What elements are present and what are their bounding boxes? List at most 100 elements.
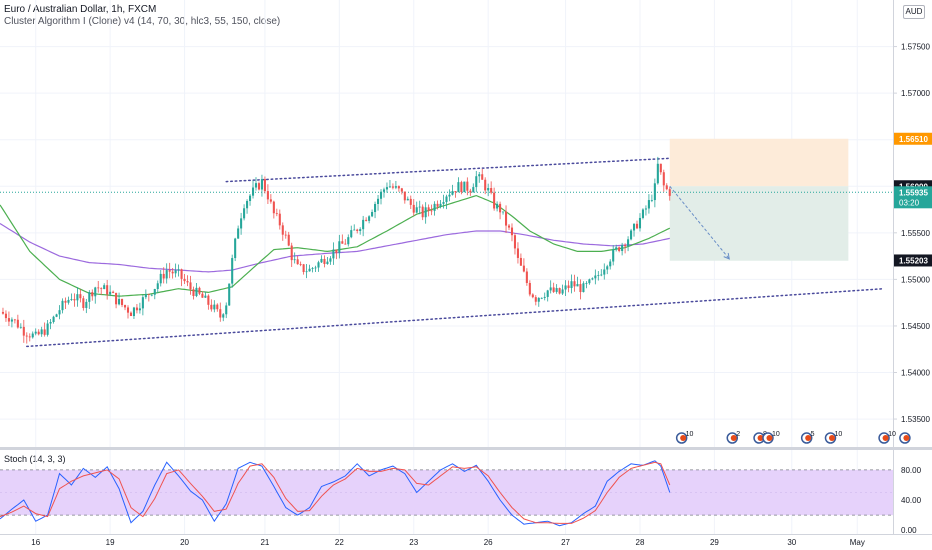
candle-body [609, 261, 612, 267]
candle [400, 187, 403, 195]
projection-arrow-line [669, 185, 730, 260]
candle [210, 299, 213, 312]
candle [31, 331, 34, 339]
candle [579, 279, 582, 300]
candle [311, 266, 314, 273]
candle-body [311, 268, 314, 269]
candle-body [219, 309, 222, 318]
candle [168, 262, 171, 279]
candle [243, 204, 246, 221]
candle [94, 286, 97, 304]
candle-body [522, 265, 525, 272]
stoch-tick-label: 0.00 [901, 526, 917, 535]
candle-body [433, 203, 436, 211]
candle-body [385, 187, 389, 190]
candle [457, 177, 460, 193]
candle [597, 271, 600, 281]
candle [627, 236, 630, 252]
candle-body [612, 249, 615, 262]
candle [365, 217, 368, 222]
currency-button[interactable]: AUD [903, 5, 925, 19]
candle-body [100, 288, 103, 290]
candle-body [94, 287, 97, 297]
price-tick-label: 1.57000 [901, 89, 930, 98]
candle [16, 314, 19, 329]
candle-body [650, 200, 653, 201]
candle [257, 181, 261, 191]
candle [91, 289, 94, 301]
candle-body [653, 183, 656, 201]
stoch-tick-label: 80.00 [901, 466, 922, 475]
candle-body [46, 323, 49, 335]
event-marker[interactable] [899, 432, 911, 444]
candle-body [254, 183, 258, 188]
candle-body [371, 211, 374, 217]
candle [159, 269, 162, 287]
candle-body [507, 225, 511, 228]
event-marker[interactable]: 2 [726, 431, 740, 444]
candle-body [528, 282, 531, 295]
candle [644, 205, 647, 216]
candle-body [457, 182, 460, 193]
candle-body [243, 208, 246, 219]
candle [368, 215, 371, 224]
candle-body [418, 206, 421, 208]
candle [588, 278, 591, 285]
candle-body [234, 238, 237, 259]
candle-body [362, 219, 365, 230]
candle [573, 274, 576, 292]
candle-body [460, 182, 463, 193]
sma-fast-line [0, 194, 671, 297]
event-marker[interactable]: 10 [878, 431, 896, 444]
candle-body [531, 294, 534, 298]
candle [186, 275, 189, 287]
candle [266, 184, 269, 204]
candle [403, 191, 406, 204]
candle [487, 183, 490, 197]
time-tick-label: May [850, 538, 865, 547]
candle [284, 230, 287, 239]
candle-body [552, 287, 555, 292]
candle-body [537, 297, 540, 302]
candle [305, 264, 308, 279]
candle-body [103, 285, 106, 290]
candle [67, 296, 70, 305]
price-tick-label: 1.57500 [901, 43, 930, 52]
candle-body [335, 249, 338, 253]
candle-body [540, 297, 543, 299]
candle-body [329, 258, 332, 262]
candle-body [579, 284, 582, 293]
candle-body [409, 198, 412, 205]
candle-body [129, 312, 133, 317]
candle-body [442, 202, 445, 204]
event-marker-label: 2 [736, 431, 740, 438]
candle [552, 282, 555, 294]
candle [22, 319, 25, 343]
time-tick-label: 29 [710, 538, 719, 547]
event-marker[interactable]: 5 [800, 431, 815, 444]
candle [374, 201, 377, 219]
time-tick-label: 23 [409, 538, 418, 547]
candle [632, 223, 636, 237]
event-marker[interactable]: 10 [824, 431, 842, 444]
event-marker-dot [766, 435, 773, 441]
candle-body [287, 234, 290, 246]
candle [665, 183, 668, 191]
candle [195, 282, 198, 298]
candle-body [198, 287, 201, 294]
candle-body [376, 198, 380, 204]
candle-body [195, 287, 198, 297]
candle-body [299, 264, 302, 265]
event-marker[interactable]: 10 [675, 431, 694, 444]
price-tag-bg [894, 132, 932, 145]
candle-body [147, 294, 150, 295]
candle [213, 300, 216, 313]
candle-body [546, 290, 549, 297]
candle-body [451, 191, 454, 195]
candle [204, 291, 207, 298]
event-marker[interactable]: 10 [762, 431, 780, 444]
candle [49, 319, 52, 330]
candle [129, 311, 133, 317]
candle [201, 291, 204, 298]
